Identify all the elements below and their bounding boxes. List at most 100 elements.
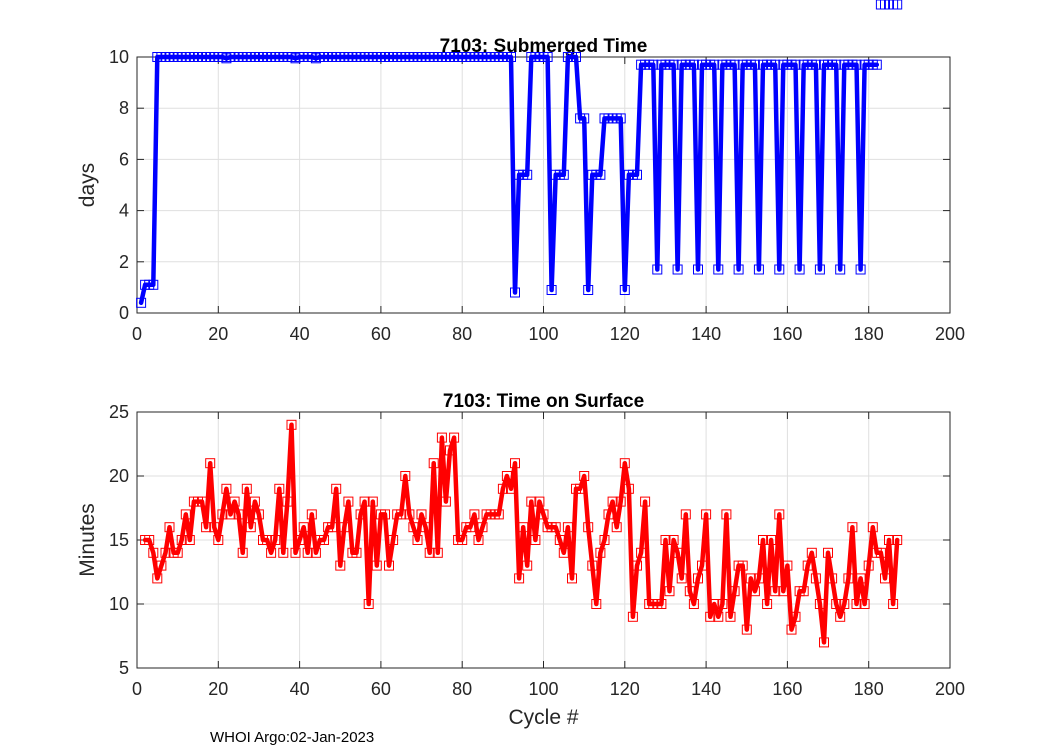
submerged-point bbox=[546, 285, 557, 295]
surface-point bbox=[400, 471, 411, 481]
surface-xtick-label: 120 bbox=[610, 679, 640, 699]
surface-point bbox=[554, 535, 565, 545]
surface-point bbox=[798, 586, 809, 597]
surface-point bbox=[501, 471, 512, 481]
surface-point bbox=[632, 560, 642, 571]
submerged-xtick-label: 20 bbox=[208, 324, 228, 344]
submerged-point bbox=[510, 287, 520, 298]
surface-point bbox=[404, 509, 415, 520]
submerged-point bbox=[619, 285, 630, 295]
surface-point bbox=[819, 637, 829, 648]
surface-point bbox=[522, 560, 533, 571]
surface-point bbox=[672, 547, 683, 558]
surface-point bbox=[855, 573, 866, 584]
surface-point bbox=[668, 535, 679, 545]
surface-point bbox=[510, 458, 520, 469]
surface-point bbox=[847, 522, 858, 533]
surface-point bbox=[892, 535, 903, 545]
surface-point bbox=[762, 599, 773, 609]
submerged-point bbox=[136, 297, 147, 308]
submerged-point bbox=[774, 264, 785, 275]
surface-point bbox=[766, 535, 777, 545]
surface-point bbox=[184, 535, 195, 545]
surface-point bbox=[428, 458, 439, 469]
surface-point bbox=[282, 496, 293, 507]
surface-point bbox=[197, 496, 207, 507]
surface-point bbox=[758, 535, 768, 545]
submerged-xtick-label: 160 bbox=[772, 324, 802, 344]
submerged-point bbox=[632, 169, 642, 180]
surface-xtick-label: 180 bbox=[854, 679, 884, 699]
surface-point bbox=[810, 573, 821, 584]
surface-point bbox=[782, 560, 793, 571]
submerged-point bbox=[571, 52, 581, 62]
surface-point bbox=[359, 496, 370, 507]
submerged-xtick-label: 100 bbox=[528, 324, 558, 344]
surface-xtick-label: 160 bbox=[772, 679, 802, 699]
submerged-point bbox=[713, 264, 724, 275]
surface-point bbox=[469, 509, 480, 520]
surface-point bbox=[493, 509, 504, 520]
submerged-ylabel: days bbox=[76, 163, 99, 207]
surface-point bbox=[875, 547, 886, 558]
surface-point bbox=[550, 522, 561, 533]
surface-point bbox=[351, 547, 362, 558]
surface-point bbox=[843, 573, 854, 584]
submerged-point bbox=[595, 169, 606, 180]
surface-point bbox=[888, 599, 899, 609]
surface-point bbox=[538, 509, 549, 520]
surface-point bbox=[335, 560, 346, 571]
submerged-point bbox=[871, 59, 882, 70]
surface-point bbox=[274, 483, 285, 494]
surface-point bbox=[575, 483, 586, 494]
submerged-ytick-label: 8 bbox=[119, 98, 129, 118]
surface-point bbox=[241, 483, 252, 494]
surface-point bbox=[420, 522, 431, 533]
surface-point bbox=[599, 535, 610, 545]
submerged-ytick-label: 0 bbox=[119, 303, 129, 323]
surface-point bbox=[518, 522, 529, 533]
surface-xtick-label: 100 bbox=[528, 679, 558, 699]
surface-xtick-label: 80 bbox=[452, 679, 472, 699]
surface-point bbox=[270, 535, 281, 545]
surface-point bbox=[457, 535, 468, 545]
submerged-point bbox=[668, 59, 679, 70]
surface-point bbox=[245, 522, 256, 533]
submerged-point bbox=[855, 264, 866, 275]
surface-point bbox=[814, 599, 825, 609]
surface-point bbox=[880, 573, 890, 584]
surface-point bbox=[355, 509, 366, 520]
surface-point bbox=[884, 535, 894, 545]
surface-point bbox=[380, 509, 390, 520]
surface-point bbox=[148, 547, 159, 558]
surface-point bbox=[262, 535, 273, 545]
surface-point bbox=[440, 496, 451, 507]
surface-point bbox=[591, 599, 602, 609]
surface-point bbox=[745, 573, 756, 584]
surface-point bbox=[176, 535, 187, 545]
submerged-point bbox=[814, 264, 825, 275]
surface-point bbox=[172, 547, 183, 558]
surface-point bbox=[286, 419, 297, 430]
surface-point bbox=[213, 535, 224, 545]
surface-point bbox=[615, 496, 626, 507]
surface-point bbox=[725, 611, 736, 622]
surface-point bbox=[363, 599, 374, 609]
surface-point bbox=[339, 522, 350, 533]
surface-point bbox=[412, 535, 423, 545]
surface-point bbox=[327, 522, 338, 533]
surface-xtick-label: 40 bbox=[290, 679, 310, 699]
surface-point bbox=[367, 496, 378, 507]
submerged-xtick-label: 180 bbox=[854, 324, 884, 344]
surface-point bbox=[152, 573, 163, 584]
surface-point bbox=[749, 586, 760, 597]
surface-point bbox=[473, 535, 484, 545]
surface-point bbox=[266, 547, 277, 558]
submerged-point bbox=[851, 59, 862, 70]
surface-point bbox=[249, 496, 260, 507]
surface-point bbox=[526, 496, 537, 507]
submerged-ytick-label: 2 bbox=[119, 252, 129, 272]
submerged-ytick-label: 10 bbox=[109, 47, 129, 67]
surface-point bbox=[497, 483, 508, 494]
submerged-xtick-label: 140 bbox=[691, 324, 721, 344]
